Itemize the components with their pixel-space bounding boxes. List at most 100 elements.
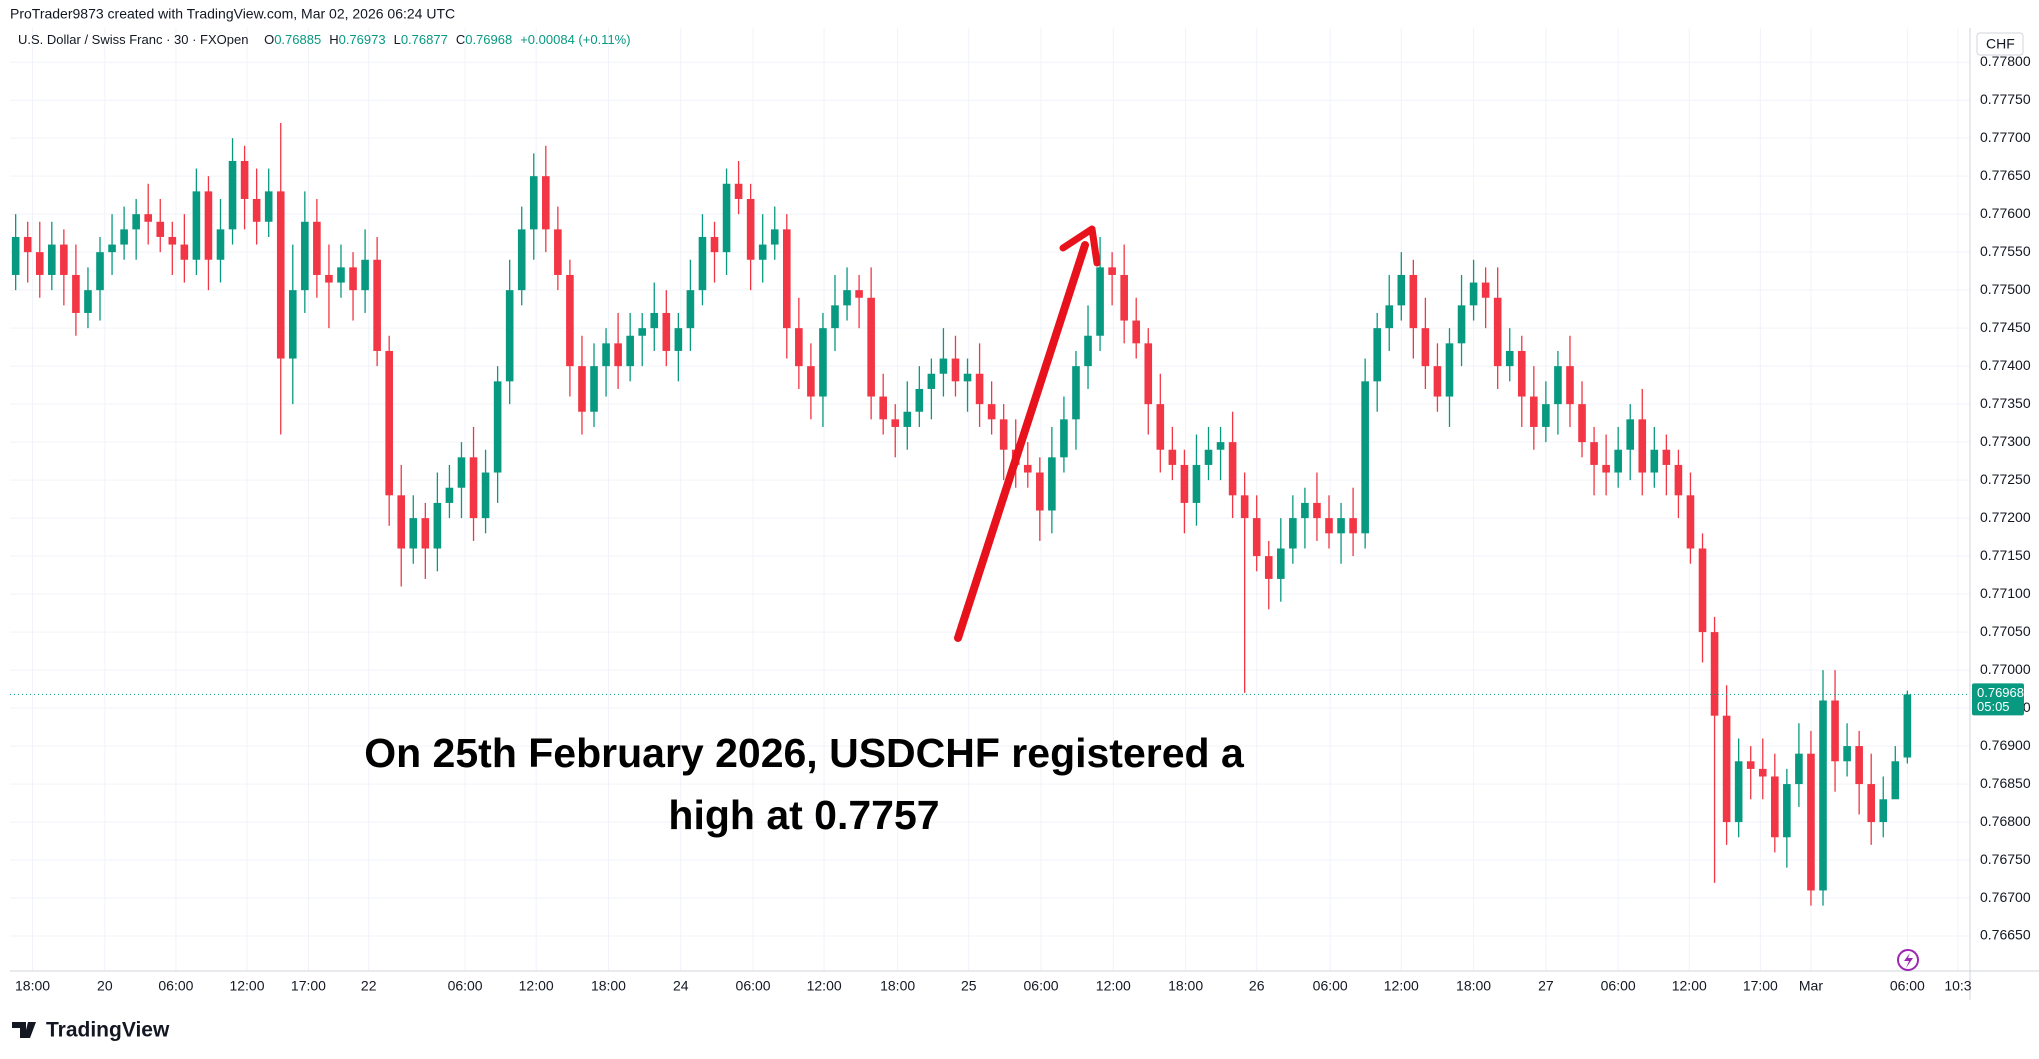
candle-body (710, 236, 719, 253)
candle-body (1084, 335, 1092, 367)
candle-body (867, 297, 875, 397)
x-tick-label: 25 (961, 978, 977, 994)
candle-body (529, 176, 538, 230)
ohlc-value: 0.76973 (339, 32, 386, 47)
candle-body (590, 366, 598, 412)
candle-body (23, 236, 32, 253)
y-tick-label: 0.76750 (1980, 851, 2031, 867)
y-tick-label: 0.77300 (1980, 433, 2031, 449)
candle-body (228, 160, 237, 230)
x-tick-label: 06:00 (158, 978, 193, 994)
candle-body (1771, 776, 1779, 838)
candle-body (1048, 457, 1056, 511)
x-tick-label: 18:00 (1168, 978, 1203, 994)
x-tick-label: 26 (1249, 978, 1265, 994)
candle-body (614, 343, 622, 367)
candle-body (1795, 753, 1803, 785)
candle-body (1397, 274, 1406, 306)
candle-body (1204, 449, 1213, 465)
candle-body (770, 229, 779, 245)
candle-body (987, 404, 996, 420)
candle-body (1277, 548, 1285, 579)
candle-body (108, 244, 116, 253)
candle-body (469, 457, 478, 519)
candle-body (891, 419, 900, 427)
candle-body (1481, 282, 1490, 298)
x-tick-label: 17:00 (1743, 978, 1778, 994)
candle-body (517, 229, 526, 291)
candle-body (1602, 464, 1610, 473)
candle-body (1180, 464, 1189, 503)
candle-body (1843, 746, 1851, 762)
candle-body (1228, 442, 1237, 496)
annotation: high at 0.7757 (668, 792, 939, 838)
x-tick-label: 18:00 (1456, 978, 1491, 994)
candle-body (602, 343, 610, 367)
candle-body (1831, 700, 1839, 762)
candle-body (1156, 404, 1165, 450)
candle-body (554, 229, 562, 275)
candle-body (96, 252, 104, 291)
candle-body (650, 312, 659, 329)
candle-body (1060, 419, 1068, 458)
candle-body (1590, 442, 1598, 465)
candle-body (903, 411, 912, 427)
candle-body (1373, 328, 1381, 382)
candle-body (1433, 366, 1442, 397)
x-tick-label: 12:00 (229, 978, 264, 994)
candle-body (1023, 464, 1032, 473)
candle-body (1783, 784, 1791, 838)
candle-body (807, 366, 815, 397)
candle-body (819, 328, 827, 397)
candle-body (1264, 556, 1273, 579)
x-tick-label: 12:00 (1384, 978, 1419, 994)
y-tick-label: 0.76650 (1980, 927, 2031, 943)
y-tick-label: 0.76850 (1980, 775, 2031, 791)
candle-body (1301, 502, 1309, 519)
candle-body (638, 328, 647, 336)
annotation: On 25th February 2026, USDCHF registered… (364, 730, 1245, 776)
candle-body (409, 518, 418, 549)
candle-body (698, 236, 707, 291)
candle-body (1361, 381, 1369, 534)
candle-body (915, 388, 924, 412)
candle-body (939, 358, 948, 374)
candle-body (1036, 472, 1044, 511)
candle-body (1421, 328, 1430, 367)
y-tick-label: 0.77800 (1980, 53, 2031, 69)
candle-body (313, 221, 321, 275)
candle-body (361, 259, 369, 291)
alert-icon[interactable] (1897, 949, 1919, 971)
candle-body (457, 457, 466, 488)
last-price-label: 0.76968 (1977, 685, 2024, 700)
x-tick-label: 27 (1538, 978, 1554, 994)
candle-body (445, 487, 454, 503)
candle-body (1192, 464, 1201, 503)
ohlc-label: H (329, 32, 338, 47)
candle-body (1144, 343, 1153, 405)
candle-body (1650, 449, 1659, 473)
candle-body (1891, 761, 1900, 800)
candle-body (168, 236, 177, 245)
candle-body (1566, 366, 1574, 405)
countdown: 05:05 (1977, 699, 2010, 714)
candle-body (1216, 442, 1225, 450)
candle-body (192, 191, 201, 260)
x-tick-label: Mar (1799, 978, 1823, 994)
x-tick-label: 06:00 (1890, 978, 1925, 994)
x-tick-label: 10:3 (1944, 978, 1971, 994)
candle-body (795, 328, 803, 367)
x-tick-label: 22 (361, 978, 377, 994)
candle-body (252, 198, 261, 222)
candle-body (1493, 297, 1502, 367)
y-tick-label: 0.77400 (1980, 357, 2031, 373)
candle-body (385, 350, 393, 496)
x-tick-label: 24 (673, 978, 689, 994)
candle-body (240, 160, 249, 199)
candle-body (1626, 419, 1635, 450)
candle-body (1855, 746, 1863, 785)
currency-box[interactable] (1976, 32, 2024, 56)
candle-body (180, 244, 189, 260)
candle-body (1746, 761, 1755, 769)
